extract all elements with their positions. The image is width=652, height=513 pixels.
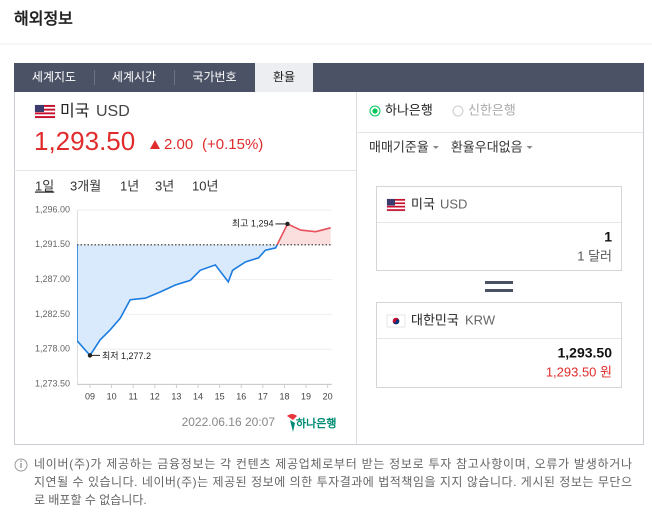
up-arrow: [150, 140, 160, 149]
bank-logo-icon: [287, 414, 297, 432]
from-currency: USD: [440, 196, 467, 211]
from-amount[interactable]: 1: [604, 229, 612, 245]
quote-rate: 1,293.50: [34, 126, 135, 156]
to-amount-text: 1,293.50 원: [546, 364, 612, 379]
converter-from: [376, 186, 622, 271]
y-tick-label: 1,291.50: [35, 239, 70, 249]
radio-dot: [372, 108, 378, 114]
from-amount-text: 1 달러: [577, 248, 612, 263]
tab[interactable]: 세계시간: [112, 70, 156, 84]
period-tab[interactable]: 10년: [192, 178, 218, 193]
tab[interactable]: 세계지도: [32, 70, 76, 84]
bank-option[interactable]: 하나은행: [385, 102, 433, 117]
max-point: [285, 221, 290, 227]
us-flag: [386, 198, 406, 212]
to-country: 대한민국: [411, 312, 459, 327]
to-currency: KRW: [465, 312, 496, 327]
quote-change-pct: (+0.15%): [202, 136, 263, 153]
tab[interactable]: 환율: [273, 70, 295, 84]
line-down: [77, 244, 279, 357]
x-tick-label: 11: [129, 391, 138, 401]
radio[interactable]: [452, 105, 464, 117]
x-tick-label: 17: [258, 391, 268, 401]
dropdown-caret: [432, 146, 439, 149]
period-tab[interactable]: 3년: [155, 178, 174, 193]
disclaimer: 네이버(주)가 제공하는 금융정보는 각 컨텐츠 제공업체로부터 받는 정보로 …: [34, 457, 632, 507]
period-tab[interactable]: 3개월: [70, 178, 101, 193]
bank-option[interactable]: 신한은행: [468, 102, 516, 117]
chart: 1,296.00 1,291.50 1,287.00 1,282.50 1,278.00…: [35, 204, 333, 401]
section-title: 해외정보: [14, 10, 73, 28]
tab-bar: [14, 63, 644, 92]
bank-logo: 하나은행: [296, 416, 336, 430]
x-tick-label: 09: [85, 391, 95, 401]
quote-country: 미국: [60, 102, 89, 120]
period-tab[interactable]: 1일: [35, 178, 54, 193]
disclaimer-line: 지연될 수 있습니다. 네이버(주)는 제공된 정보에 의한 투자결과에 법적책…: [34, 474, 632, 489]
min-point: [87, 353, 93, 358]
max-annotation: 최고 1,294: [232, 218, 274, 228]
x-tick-label: 16: [236, 391, 246, 401]
y-tick-label: 1,296.00: [35, 204, 70, 214]
to-amount: 1,293.50: [558, 345, 613, 361]
converter-to: [376, 302, 622, 388]
x-tick-label: 14: [193, 391, 203, 401]
us-flag: [34, 104, 56, 119]
info-icon: [20, 460, 22, 462]
equals: [485, 281, 513, 284]
equals: [485, 289, 513, 292]
line-up: [276, 222, 331, 245]
dropdown[interactable]: 매매기준율: [369, 139, 429, 154]
quote-currency: USD: [96, 103, 130, 120]
area-up: [277, 223, 331, 245]
x-tick-label: 10: [107, 391, 117, 401]
kr-flag: [386, 314, 406, 328]
tab-active-bg: [255, 63, 313, 92]
y-tick-label: 1,273.50: [35, 378, 70, 388]
period-tabs: 1일 3개월 1년 3년 10년: [35, 178, 218, 193]
tabs: 세계지도 세계시간 국가번호 환율: [32, 63, 313, 92]
x-tick-label: 15: [215, 391, 225, 401]
tab[interactable]: 국가번호: [192, 70, 236, 84]
info-icon: [14, 458, 28, 472]
x-tick-label: 20: [323, 391, 333, 401]
dropdowns: 매매기준율 환율우대없음: [369, 139, 533, 154]
bank-selector: 하나은행 신한은행: [369, 102, 516, 117]
x-tick-label: 12: [150, 391, 160, 401]
quote-change: 2.00: [164, 136, 193, 153]
dropdown-caret: [526, 146, 533, 149]
dropdown[interactable]: 환율우대없음: [451, 139, 523, 154]
x-tick-label: 18: [279, 391, 289, 401]
area-down: [77, 244, 278, 356]
x-tick-label: 13: [171, 391, 181, 401]
y-tick-label: 1,278.00: [35, 344, 70, 354]
timestamp: 2022.06.16 20:07: [182, 415, 276, 429]
from-country: 미국: [411, 196, 435, 211]
info-icon: [20, 463, 22, 468]
x-tick-label: 19: [301, 391, 311, 401]
y-tick-label: 1,282.50: [35, 309, 70, 319]
min-annotation: 최저 1,277.2: [102, 351, 151, 361]
disclaimer-line: 로 배포할 수 없습니다.: [34, 493, 147, 507]
disclaimer-line: 네이버(주)가 제공하는 금융정보는 각 컨텐츠 제공업체로부터 받는 정보로 …: [34, 457, 632, 471]
y-tick-label: 1,287.00: [35, 274, 70, 284]
period-tab[interactable]: 1년: [120, 178, 139, 193]
